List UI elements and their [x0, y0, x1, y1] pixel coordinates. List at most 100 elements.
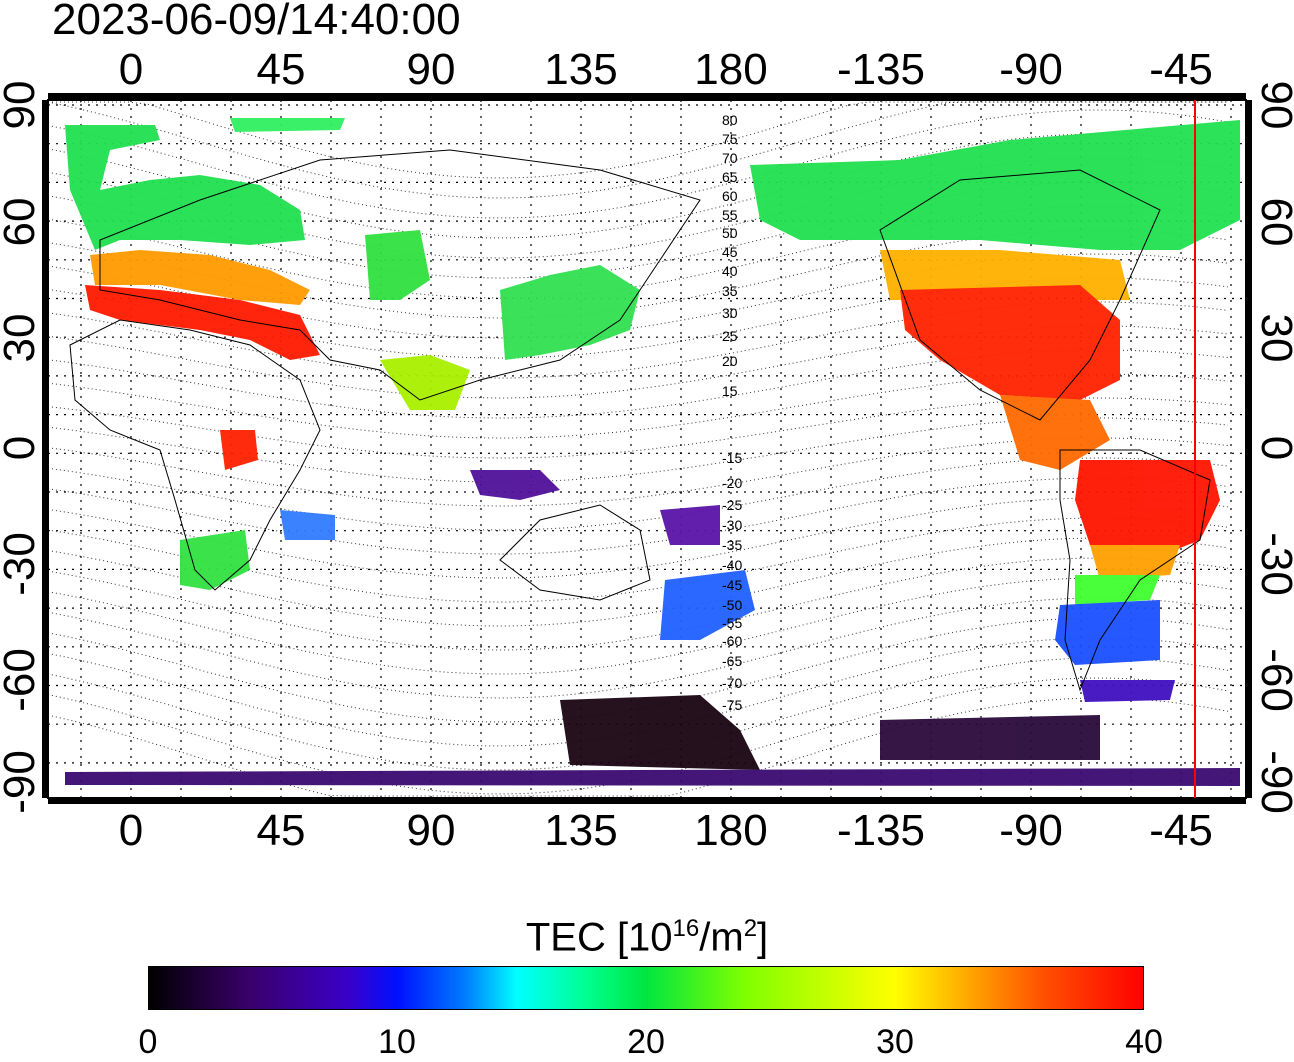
tec-patch-central-america	[1000, 395, 1110, 470]
mlat-label-north: 45	[722, 244, 738, 260]
lat-label-left: 30	[0, 314, 44, 363]
lat-label-left: 90	[0, 81, 44, 130]
mlat-label-north: 70	[722, 150, 738, 166]
colorbar-tick-10: 10	[378, 1023, 416, 1061]
mlat-label-north: 80	[722, 112, 738, 128]
tec-patch-patagonia-blue	[1055, 600, 1160, 665]
lon-label-top: 180	[694, 45, 767, 94]
tec-patch-southern-africa	[180, 530, 250, 590]
mlat-label-north: 60	[722, 188, 738, 204]
mlat-label-south: -75	[722, 697, 742, 713]
mlat-label-south: -35	[722, 537, 742, 553]
colorbar	[148, 966, 1144, 1010]
mlat-label-north: 75	[722, 131, 738, 147]
tec-patch-tasman-purple	[660, 505, 720, 545]
tec-patch-south-america-green	[1075, 575, 1160, 605]
coastline-africa	[69, 319, 321, 591]
tec-patch-europe-red	[85, 285, 320, 360]
colorbar-tick-20: 20	[627, 1023, 665, 1061]
tec-patch-south-america-red	[1075, 460, 1220, 560]
lat-label-right: 30	[1252, 314, 1294, 363]
lat-label-right: -30	[1252, 532, 1294, 596]
mlat-label-south: -60	[722, 633, 742, 649]
tec-patch-antarctica-dark	[560, 695, 760, 770]
tec-patch-europe-green	[65, 125, 305, 250]
tec-patch-south-america-orange	[1090, 545, 1180, 580]
lat-label-left: 60	[0, 198, 44, 247]
legend-title: TEC [1016/m2]	[0, 905, 1294, 961]
tec-patch-india	[380, 355, 470, 410]
lon-label-top: -135	[837, 45, 925, 94]
colorbar-tick-40: 40	[1125, 1023, 1163, 1061]
mlat-label-south: -25	[722, 497, 742, 513]
legend-title-exponent-2: 2	[743, 915, 758, 942]
magnetic-latitude-contour	[47, 133, 1229, 239]
magnetic-latitude-contour	[47, 157, 1229, 259]
mlat-label-south: -50	[722, 597, 742, 613]
lat-label-right: -60	[1252, 648, 1294, 712]
mlat-label-north: 20	[722, 353, 738, 369]
lon-label-bottom: -135	[837, 806, 925, 855]
tec-patch-south-pole-band	[65, 768, 1240, 786]
lon-label-bottom: 180	[694, 806, 767, 855]
coastline-eurasia	[99, 149, 701, 401]
tec-patch-nz-blue	[660, 570, 755, 640]
magnetic-latitude-contour	[47, 677, 1229, 795]
mlat-label-north: 40	[722, 263, 738, 279]
magnetic-latitude-contour	[48, 101, 1228, 179]
lat-label-left: -30	[0, 532, 44, 596]
coastline-north-america	[879, 169, 1161, 421]
lon-label-top: 45	[257, 45, 306, 94]
magnetic-latitude-contour	[47, 577, 1229, 675]
tec-patch-oceania-purple	[470, 470, 560, 500]
lon-label-bottom: -45	[1149, 806, 1213, 855]
frame-bar-right	[1246, 100, 1252, 798]
lat-label-right: -90	[1252, 750, 1294, 814]
mlat-label-south: -70	[722, 675, 742, 691]
mlat-label-north: 15	[722, 383, 738, 399]
lon-label-top: 90	[407, 45, 456, 94]
lat-label-right: 0	[1252, 436, 1294, 460]
mlat-label-south: -20	[722, 475, 742, 491]
mlat-label-north: 30	[722, 305, 738, 321]
mlat-label-north: 35	[722, 283, 738, 299]
coastlines	[69, 149, 1211, 692]
tec-patch-africa-red	[220, 430, 258, 470]
mlat-label-north: 25	[722, 328, 738, 344]
lon-label-top: -90	[999, 45, 1063, 94]
tec-patch-patagonia-purple	[1080, 680, 1175, 702]
lat-label-right: 60	[1252, 198, 1294, 247]
coastline-australia	[499, 504, 651, 601]
lat-label-right: 90	[1252, 81, 1294, 130]
axis-labels: 0045459090135135180180-135-135-90-90-45-…	[0, 45, 1294, 855]
frame-bar-bottom	[48, 798, 1246, 804]
legend-title-exponent: 16	[672, 915, 700, 942]
lon-label-bottom: 0	[119, 806, 143, 855]
tec-patch-east-asia	[500, 265, 640, 360]
mlat-label-north: 55	[722, 207, 738, 223]
lon-label-bottom: 90	[407, 806, 456, 855]
mlat-label-north: 65	[722, 169, 738, 185]
mlat-label-north: 50	[722, 225, 738, 241]
colorbar-tick-30: 30	[876, 1023, 914, 1061]
tec-patch-europe-yellow	[90, 250, 310, 305]
tec-patch-africa-blue	[280, 510, 335, 540]
frame-bar-left	[42, 100, 48, 798]
timestamp: 2023-06-09/14:40:00	[52, 0, 461, 44]
lon-label-top: -45	[1149, 45, 1213, 94]
tec-patch-asia-central	[365, 230, 430, 300]
tec-patch-canada-green	[750, 120, 1240, 250]
magnetic-latitude-contour	[47, 597, 1229, 699]
lon-label-bottom: -90	[999, 806, 1063, 855]
lon-label-top: 135	[544, 45, 617, 94]
mlat-label-south: -55	[722, 615, 742, 631]
mlat-label-south: -15	[722, 450, 742, 466]
mlat-label-south: -45	[722, 577, 742, 593]
legend-title-text: TEC [10	[525, 915, 673, 960]
colorbar-tick-0: 0	[138, 1023, 158, 1061]
lat-label-left: -60	[0, 648, 44, 712]
mlat-label-south: -30	[722, 517, 742, 533]
mlat-label-south: -40	[722, 557, 742, 573]
lat-label-left: -90	[0, 750, 44, 814]
